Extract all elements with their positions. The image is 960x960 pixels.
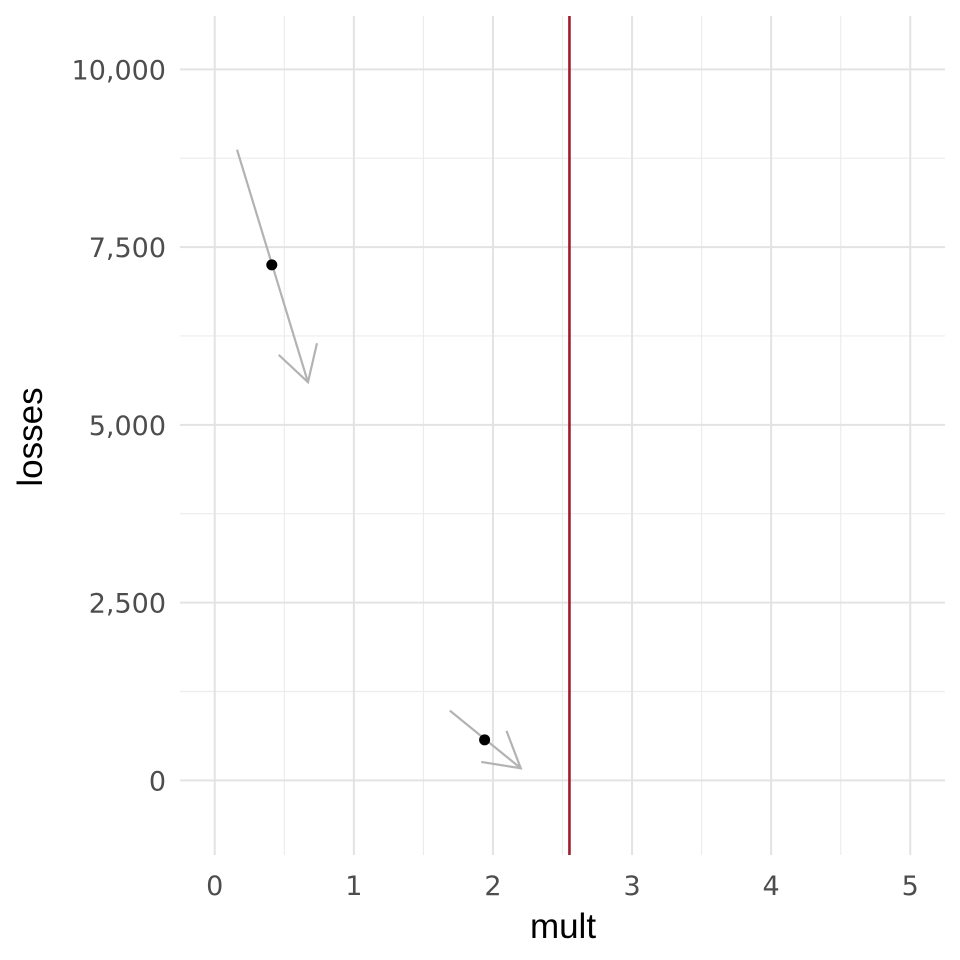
x-tick-label: 4: [763, 871, 780, 902]
y-tick-label: 10,000: [72, 55, 166, 86]
x-axis-title: mult: [530, 907, 596, 946]
point-layer: [266, 259, 491, 746]
x-tick-labels: 0 1 2 3 4 5: [206, 871, 919, 902]
minor-gridlines: [180, 16, 945, 855]
arrow-head: [481, 730, 523, 770]
major-gridlines: [180, 16, 945, 855]
data-point: [479, 734, 491, 746]
y-tick-labels: 0 2,500 5,000 7,500 10,000: [72, 55, 166, 797]
arrow-layer: [235, 149, 523, 770]
x-tick-label: 5: [902, 871, 919, 902]
y-tick-label: 5,000: [89, 411, 166, 442]
x-tick-label: 3: [623, 871, 640, 902]
x-tick-label: 1: [345, 871, 362, 902]
arrow-head: [277, 342, 319, 385]
data-point: [266, 259, 278, 271]
x-tick-label: 2: [484, 871, 501, 902]
y-axis-title: losses: [11, 387, 50, 486]
x-tick-label: 0: [206, 871, 223, 902]
y-tick-label: 0: [149, 766, 166, 797]
y-tick-label: 2,500: [89, 589, 166, 620]
y-tick-label: 7,500: [89, 233, 166, 264]
